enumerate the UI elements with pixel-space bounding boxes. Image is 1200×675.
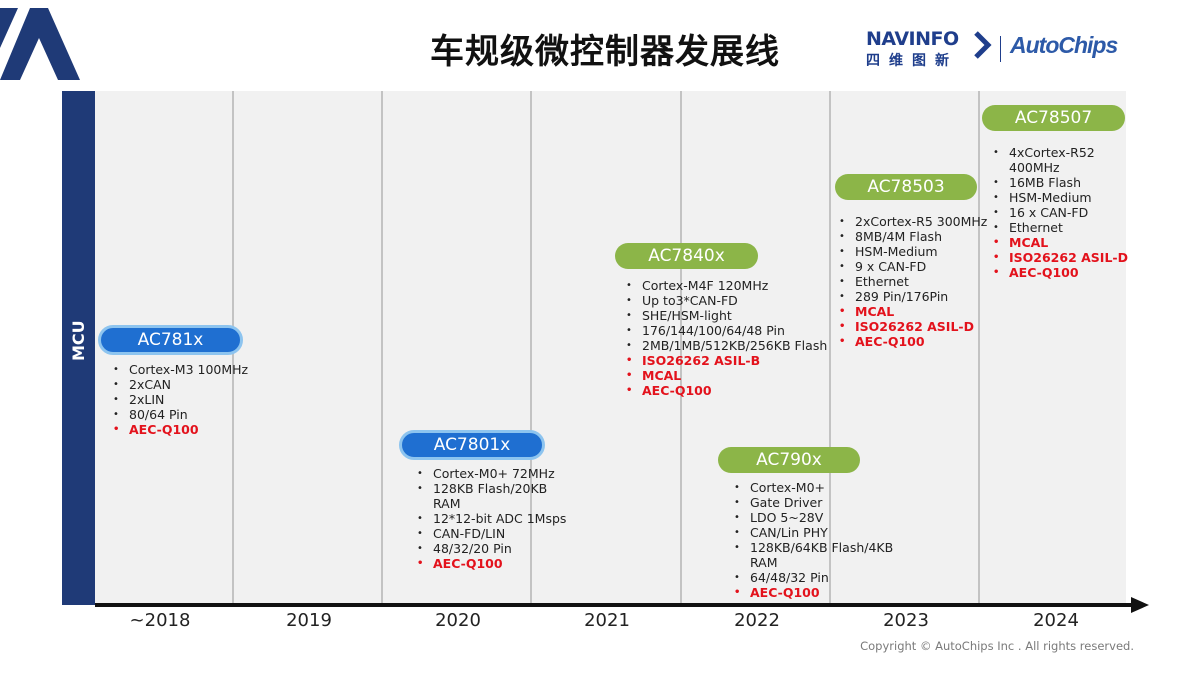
product-pill-ac7801x: AC7801x: [399, 430, 545, 460]
spec-item: SHE/HSM-light: [626, 308, 827, 323]
spec-item-highlight: ISO26262 ASIL-D: [839, 319, 987, 334]
spec-item-highlight: AEC-Q100: [113, 422, 248, 437]
spec-item: Ethernet: [993, 220, 1123, 235]
year-label: 2020: [435, 610, 481, 631]
spec-item: Cortex-M3 100MHz: [113, 362, 248, 377]
spec-item: 8MB/4M Flash: [839, 229, 987, 244]
product-pill-ac78503: AC78503: [835, 174, 977, 200]
y-axis-label: MCU: [69, 320, 88, 361]
brand-logos: NAVINFO 四维图新 AutoChips: [866, 26, 1136, 76]
spec-item-highlight: AEC-Q100: [839, 334, 987, 349]
product-pill-ac790x: AC790x: [718, 447, 860, 473]
spec-item-highlight: MCAL: [993, 235, 1123, 250]
spec-item: 176/144/100/64/48 Pin: [626, 323, 827, 338]
spec-item: 128KB Flash/20KB RAM: [417, 481, 567, 511]
spec-item: CAN/Lin PHY: [734, 525, 894, 540]
spec-item: Ethernet: [839, 274, 987, 289]
spec-list-ac78507: 4xCortex-R52 400MHz 16MB Flash HSM-Mediu…: [993, 145, 1128, 280]
autochips-logo: AutoChips: [1010, 32, 1118, 58]
spec-list-ac78503: 2xCortex-R5 300MHz 8MB/4M Flash HSM-Medi…: [839, 214, 987, 349]
product-pill-ac7840x: AC7840x: [615, 243, 758, 269]
grid-line: [381, 91, 383, 605]
copyright-notice: Copyright © AutoChips Inc . All rights r…: [860, 639, 1134, 653]
spec-item-highlight: AEC-Q100: [417, 556, 567, 571]
spec-item: Up to3*CAN-FD: [626, 293, 827, 308]
year-label: 2022: [734, 610, 780, 631]
spec-item: Gate Driver: [734, 495, 894, 510]
product-pill-ac78507: AC78507: [982, 105, 1125, 131]
spec-item: 289 Pin/176Pin: [839, 289, 987, 304]
spec-item-highlight: MCAL: [626, 368, 827, 383]
spec-list-ac781x: Cortex-M3 100MHz 2xCAN 2xLIN 80/64 Pin A…: [113, 362, 248, 437]
spec-item-highlight: MCAL: [839, 304, 987, 319]
spec-item: Cortex-M0+ 72MHz: [417, 466, 567, 481]
chevron-right-icon: [974, 31, 992, 59]
year-label: 2023: [883, 610, 929, 631]
year-label: 2019: [286, 610, 332, 631]
spec-item-highlight: ISO26262 ASIL-D: [993, 250, 1128, 265]
spec-item: HSM-Medium: [839, 244, 987, 259]
navinfo-logo: NAVINFO: [866, 28, 959, 50]
timeline-axis-arrow: [95, 597, 1149, 613]
spec-item: CAN-FD/LIN: [417, 526, 567, 541]
spec-list-ac7801x: Cortex-M0+ 72MHz 128KB Flash/20KB RAM 12…: [417, 466, 567, 571]
brand-divider: [1000, 36, 1001, 62]
spec-item-highlight: AEC-Q100: [993, 265, 1123, 280]
spec-item: 16 x CAN-FD: [993, 205, 1123, 220]
spec-item: 64/48/32 Pin: [734, 570, 894, 585]
page-title: 车规级微控制器发展线: [430, 32, 780, 72]
grid-line: [530, 91, 532, 605]
spec-item: 4xCortex-R52 400MHz: [993, 145, 1123, 175]
spec-item: 2xCAN: [113, 377, 248, 392]
spec-item: Cortex-M0+: [734, 480, 894, 495]
spec-item: 12*12-bit ADC 1Msps: [417, 511, 567, 526]
product-pill-ac781x: AC781x: [98, 325, 243, 355]
year-label: 2024: [1033, 610, 1079, 631]
navinfo-chinese-name: 四维图新: [866, 53, 958, 69]
spec-item: 80/64 Pin: [113, 407, 248, 422]
y-axis-bar: [62, 91, 95, 605]
spec-item: Cortex-M4F 120MHz: [626, 278, 827, 293]
spec-item: 2xCortex-R5 300MHz: [839, 214, 987, 229]
spec-item: 9 x CAN-FD: [839, 259, 987, 274]
spec-item-highlight: AEC-Q100: [734, 585, 894, 600]
spec-item: 128KB/64KB Flash/4KB RAM: [734, 540, 894, 570]
spec-item: 2MB/1MB/512KB/256KB Flash: [626, 338, 827, 353]
spec-item: HSM-Medium: [993, 190, 1123, 205]
spec-item: 16MB Flash: [993, 175, 1123, 190]
spec-item: LDO 5~28V: [734, 510, 894, 525]
spec-item-highlight: AEC-Q100: [626, 383, 827, 398]
spec-item-highlight: ISO26262 ASIL-B: [626, 353, 827, 368]
spec-list-ac790x: Cortex-M0+ Gate Driver LDO 5~28V CAN/Lin…: [734, 480, 894, 600]
year-label: 2021: [584, 610, 630, 631]
year-label: ~2018: [129, 610, 191, 631]
spec-item: 2xLIN: [113, 392, 248, 407]
grid-line: [829, 91, 831, 605]
corner-logo-icon: [0, 8, 80, 80]
spec-item: 48/32/20 Pin: [417, 541, 567, 556]
spec-list-ac7840x: Cortex-M4F 120MHz Up to3*CAN-FD SHE/HSM-…: [626, 278, 827, 398]
